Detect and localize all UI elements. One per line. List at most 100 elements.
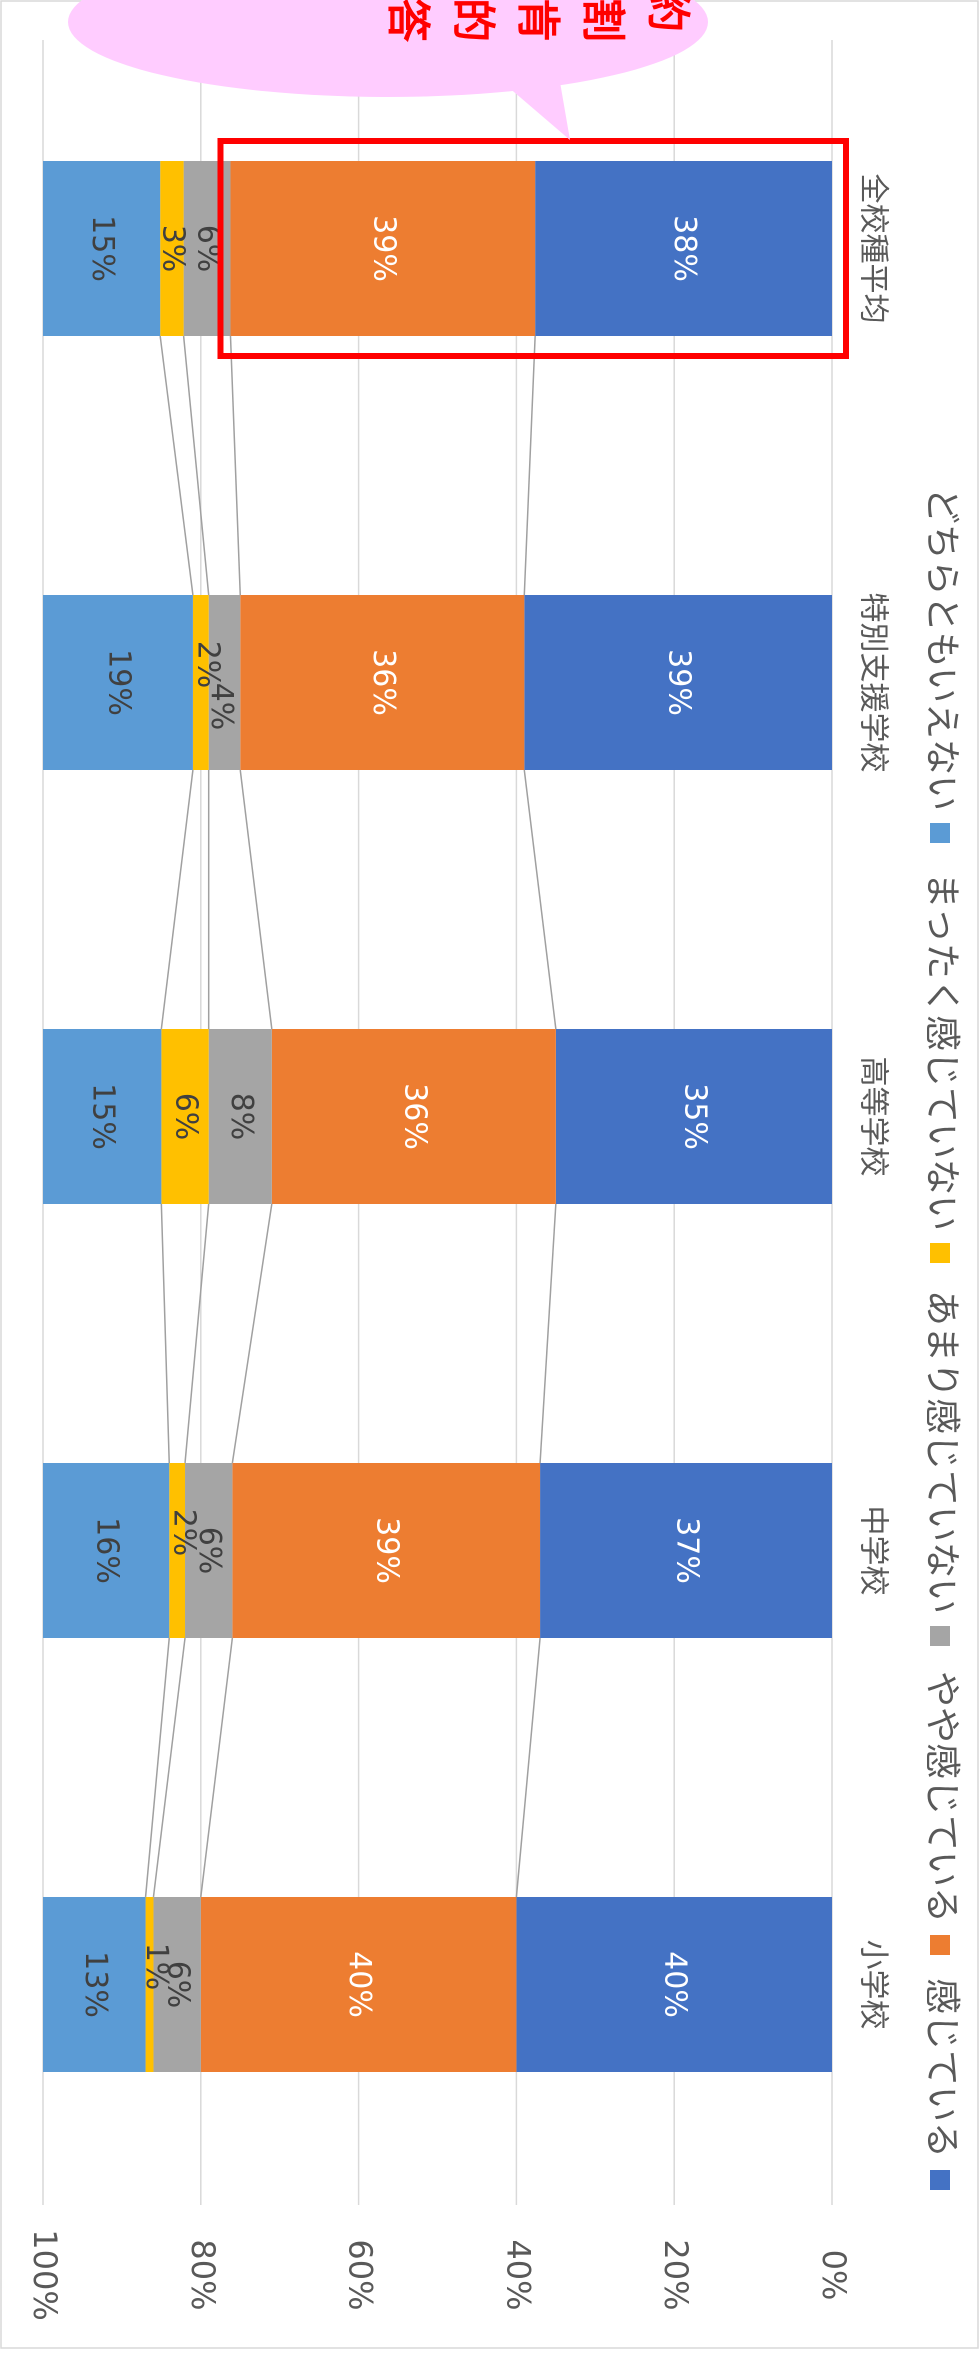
- series-line: [239, 769, 273, 1030]
- legend-swatch: [930, 1243, 950, 1263]
- bar-segment: [43, 595, 193, 770]
- data-label: 37%: [670, 1517, 705, 1584]
- data-label: 15%: [85, 215, 120, 282]
- series-line: [229, 335, 241, 596]
- data-label: 19%: [101, 649, 136, 716]
- bar-segment: [232, 1463, 541, 1638]
- legend-swatch: [930, 823, 950, 843]
- legend-swatch: [930, 1935, 950, 1955]
- bars: [43, 161, 832, 2072]
- data-label: 15%: [86, 1083, 121, 1150]
- bar-segment: [43, 1029, 162, 1204]
- data-label: 40%: [342, 1951, 377, 2018]
- callout-pointer: [500, 80, 570, 140]
- callout-text: 的: [447, 0, 498, 42]
- data-label: 39%: [662, 649, 697, 716]
- legend-entry: どちらともいえない: [921, 488, 962, 811]
- legend-entry: 感じている: [921, 1978, 962, 2158]
- category-label: 小学校: [856, 1940, 891, 2030]
- bar-segment: [524, 595, 832, 770]
- bar-segment: [200, 1897, 517, 2072]
- axis-tick-label: 60%: [342, 2239, 380, 2310]
- series-line: [515, 1637, 541, 1898]
- bar-segment: [271, 1029, 556, 1204]
- series-line: [523, 769, 557, 1030]
- bar-segment: [192, 595, 209, 770]
- callout-text: 割: [577, 0, 628, 42]
- legend-entry: まったく感じていない: [921, 872, 962, 1231]
- series-line: [152, 1637, 186, 1898]
- legend-swatch: [930, 2170, 950, 2190]
- axis-tick-label: 100%: [26, 2229, 64, 2320]
- bar-segment: [145, 1897, 154, 2072]
- series-line: [144, 1637, 170, 1898]
- legend: 感じている やや感じている あまり感じていない まったく感じていない どちらともいえない: [921, 488, 962, 2190]
- data-label: 2%: [190, 641, 225, 689]
- series-line: [160, 769, 194, 1030]
- series-line: [231, 1203, 273, 1464]
- series-line: [160, 1203, 170, 1464]
- category-label: 全校種平均: [856, 174, 891, 324]
- axis-tick-label: 20%: [657, 2239, 695, 2310]
- series-lines: [144, 335, 557, 1898]
- category-label: 高等学校: [856, 1057, 891, 1177]
- bar-segment: [160, 161, 184, 336]
- bar-segment: [208, 595, 241, 770]
- series-line: [523, 335, 536, 596]
- highlight-box-layer: [217, 138, 849, 359]
- callout-bubble: [68, 0, 708, 97]
- bar-segment: [161, 1029, 209, 1204]
- legend-swatch: [930, 1626, 950, 1646]
- axis-tick-label: 0%: [815, 2250, 853, 2301]
- data-label: 36%: [366, 649, 401, 716]
- series-line: [159, 335, 194, 596]
- data-label: 39%: [370, 1517, 405, 1584]
- bar-segment: [153, 1897, 201, 2072]
- bar-segment: [516, 1897, 832, 2072]
- data-label: 3%: [155, 225, 190, 273]
- callout-text: 肯: [512, 0, 563, 42]
- series-line: [184, 1203, 210, 1464]
- data-label: 36%: [397, 1083, 432, 1150]
- axis-tick-label: 80%: [184, 2239, 222, 2310]
- data-label: 6%: [169, 1093, 204, 1141]
- category-label: 特別支援学校: [856, 593, 891, 773]
- data-label: 13%: [78, 1951, 113, 2018]
- category-label: 中学校: [856, 1506, 891, 1596]
- legend-entry: あまり感じていない: [921, 1290, 962, 1614]
- series-line: [539, 1203, 557, 1464]
- bar-segment: [169, 1463, 186, 1638]
- legend-entry: やや感じている: [921, 1671, 962, 1923]
- callout-text: 答: [382, 0, 433, 43]
- data-label: 6%: [161, 1961, 196, 2009]
- series-line: [200, 1637, 234, 1898]
- bar-segment: [535, 161, 832, 336]
- callout: 約８割が肯定的回答: [68, 0, 708, 140]
- data-label: 2%: [167, 1509, 202, 1557]
- data-label: 38%: [667, 215, 702, 282]
- data-label: 6%: [192, 1527, 227, 1575]
- data-label: 1%: [139, 1943, 174, 1991]
- bar-segment: [208, 1029, 272, 1204]
- data-labels: 40%40%6%1%13%37%39%6%2%16%35%36%8%6%15%3…: [78, 215, 713, 2018]
- axis-tick-labels: 0% 20% 40% 60% 80% 100%: [26, 2229, 853, 2320]
- callout-text: 約: [642, 0, 693, 32]
- data-label: 40%: [658, 1951, 693, 2018]
- bar-segment: [230, 161, 536, 336]
- bar-segment: [540, 1463, 832, 1638]
- bar-segment: [555, 1029, 832, 1204]
- bar-segment: [43, 1463, 170, 1638]
- data-label: 39%: [366, 215, 401, 282]
- category-labels: 小学校 中学校 高等学校 特別支援学校 全校種平均: [856, 174, 891, 2030]
- bar-segment: [43, 161, 161, 336]
- data-label: 35%: [677, 1083, 712, 1150]
- data-label: 8%: [224, 1093, 259, 1141]
- axis-tick-label: 40%: [499, 2239, 537, 2310]
- bar-segment: [43, 1897, 146, 2072]
- highlight-box: [217, 138, 849, 359]
- data-label: 4%: [204, 683, 239, 731]
- bar-segment: [240, 595, 525, 770]
- bar-segment: [185, 1463, 233, 1638]
